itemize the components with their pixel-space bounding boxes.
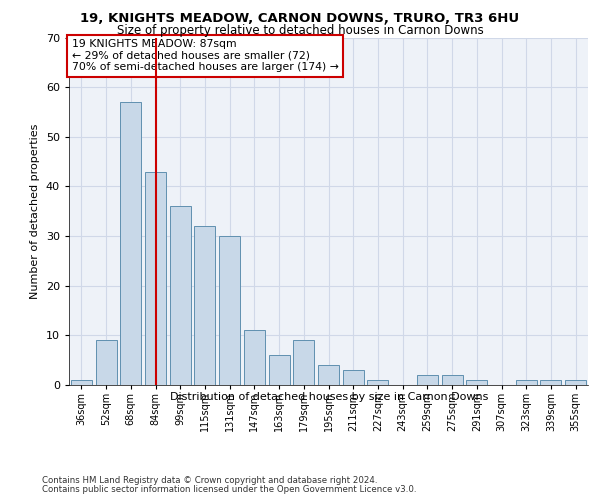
Bar: [466, 380, 487, 385]
Bar: [343, 370, 364, 385]
Y-axis label: Number of detached properties: Number of detached properties: [30, 124, 40, 299]
Bar: [71, 380, 92, 385]
Bar: [541, 380, 562, 385]
Bar: [244, 330, 265, 385]
Text: Contains public sector information licensed under the Open Government Licence v3: Contains public sector information licen…: [42, 484, 416, 494]
Text: Contains HM Land Registry data © Crown copyright and database right 2024.: Contains HM Land Registry data © Crown c…: [42, 476, 377, 485]
Bar: [293, 340, 314, 385]
Bar: [367, 380, 388, 385]
Bar: [170, 206, 191, 385]
Bar: [120, 102, 141, 385]
Bar: [194, 226, 215, 385]
Bar: [95, 340, 116, 385]
Bar: [269, 355, 290, 385]
Bar: [417, 375, 438, 385]
Bar: [219, 236, 240, 385]
Text: 19 KNIGHTS MEADOW: 87sqm
← 29% of detached houses are smaller (72)
70% of semi-d: 19 KNIGHTS MEADOW: 87sqm ← 29% of detach…: [71, 39, 338, 72]
Bar: [516, 380, 537, 385]
Text: 19, KNIGHTS MEADOW, CARNON DOWNS, TRURO, TR3 6HU: 19, KNIGHTS MEADOW, CARNON DOWNS, TRURO,…: [80, 12, 520, 26]
Bar: [318, 365, 339, 385]
Bar: [565, 380, 586, 385]
Bar: [145, 172, 166, 385]
Text: Size of property relative to detached houses in Carnon Downs: Size of property relative to detached ho…: [116, 24, 484, 37]
Text: Distribution of detached houses by size in Carnon Downs: Distribution of detached houses by size …: [170, 392, 488, 402]
Bar: [442, 375, 463, 385]
